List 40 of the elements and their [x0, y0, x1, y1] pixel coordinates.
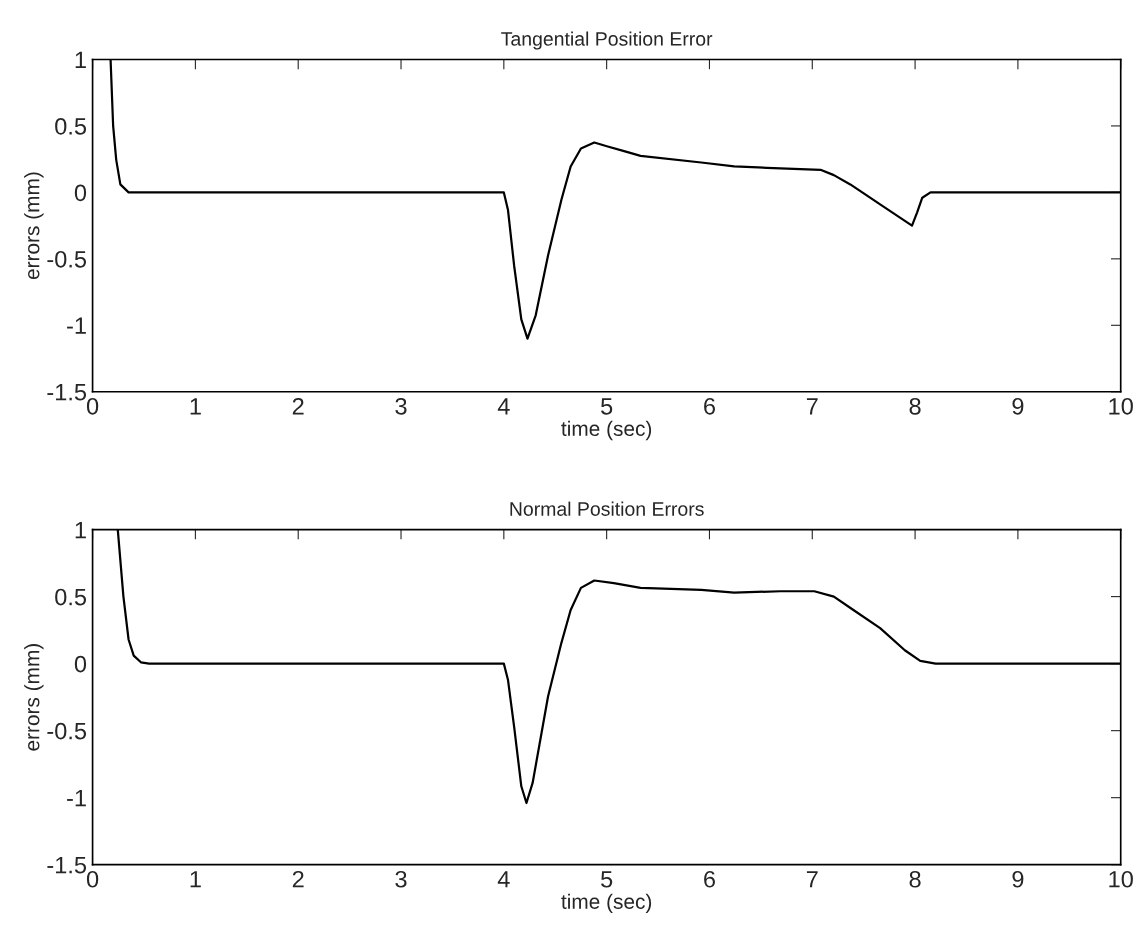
y-tick-label: 0 [74, 655, 87, 673]
y-tick-label: -1 [67, 317, 86, 334]
x-tick-label: 7 [806, 398, 818, 415]
x-tick-label: 8 [909, 870, 921, 888]
x-tick-label: 9 [1012, 397, 1024, 415]
y-tick-label: -0.5 [47, 250, 87, 268]
x-tick-label: 9 [1012, 870, 1024, 888]
x-tick-label: 1 [190, 871, 201, 888]
x-tick-label: 4 [497, 871, 510, 888]
y-tick-label: 0.5 [55, 588, 87, 606]
chart-title: Normal Position Errors [510, 501, 704, 516]
y-tick-label: -1.5 [47, 384, 87, 401]
x-tick-label: 8 [909, 397, 921, 415]
x-tick-label: 2 [292, 397, 304, 415]
x-tick-label: 10 [1109, 870, 1133, 888]
y-tick-label: 1 [75, 51, 86, 69]
x-tick-label: 6 [704, 870, 715, 888]
x-tick-label: 4 [497, 398, 510, 415]
y-tick-label: -1 [67, 789, 86, 807]
x-tick-label: 3 [395, 397, 407, 415]
x-tick-label: 7 [806, 871, 818, 888]
y-axis-title: errors (mm) [24, 644, 44, 751]
y-tick-label: -1.5 [47, 857, 87, 874]
x-tick-label: 5 [601, 398, 613, 415]
x-tick-label: 0 [86, 397, 99, 415]
x-tick-label: 3 [395, 870, 407, 888]
y-tick-label: 0.5 [55, 118, 87, 135]
x-axis-title: time (sec) [561, 420, 652, 441]
y-tick-label: -0.5 [47, 722, 87, 740]
chart-title: Tangential Position Error [501, 31, 713, 50]
y-axis-title: errors (mm) [24, 172, 44, 280]
x-tick-label: 1 [190, 398, 201, 415]
x-tick-label: 6 [704, 397, 715, 415]
x-tick-label: 0 [86, 870, 99, 888]
y-tick-label: 1 [75, 521, 86, 539]
x-tick-label: 10 [1109, 397, 1133, 415]
x-axis-title: time (sec) [561, 893, 652, 914]
y-tick-label: 0 [74, 184, 87, 202]
x-tick-label: 5 [601, 871, 613, 888]
x-tick-label: 2 [292, 870, 304, 888]
